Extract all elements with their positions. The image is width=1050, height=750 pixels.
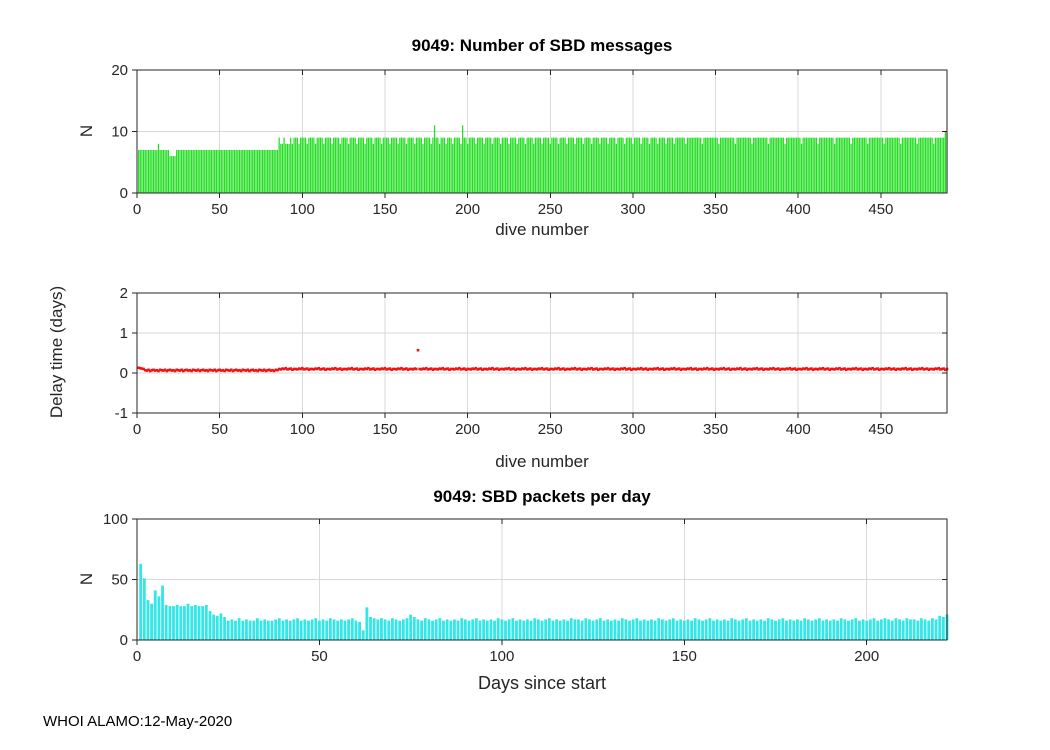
svg-text:300: 300 [620, 421, 645, 438]
svg-text:0: 0 [133, 201, 141, 218]
svg-text:0: 0 [120, 365, 128, 382]
svg-text:2: 2 [120, 285, 128, 302]
sbd-messages-chart-title: 9049: Number of SBD messages [411, 36, 673, 55]
plot-area-2: 0 50 100 150 200 0 50 100 [103, 511, 949, 665]
svg-text:100: 100 [489, 648, 514, 665]
svg-text:150: 150 [372, 201, 397, 218]
svg-text:100: 100 [290, 201, 315, 218]
svg-text:150: 150 [372, 421, 397, 438]
plot-area-0: 0 50 100 150 200 250 300 350 400 450 0 10 20 [111, 62, 948, 218]
svg-text:50: 50 [211, 201, 228, 218]
svg-text:0: 0 [120, 632, 128, 649]
svg-text:200: 200 [854, 648, 879, 665]
sbd-messages-y-axis-label: N [77, 124, 96, 138]
svg-text:10: 10 [111, 124, 128, 141]
svg-text:450: 450 [868, 421, 893, 438]
svg-text:0: 0 [120, 185, 128, 202]
svg-text:450: 450 [868, 201, 893, 218]
delay-time-x-axis-label: dive number [495, 452, 589, 471]
svg-text:400: 400 [786, 201, 811, 218]
svg-text:150: 150 [672, 648, 697, 665]
svg-text:250: 250 [538, 201, 563, 218]
svg-text:200: 200 [455, 421, 480, 438]
svg-text:0: 0 [133, 648, 141, 665]
svg-text:350: 350 [703, 201, 728, 218]
svg-text:100: 100 [290, 421, 315, 438]
sbd-messages-x-axis-label: dive number [495, 220, 589, 239]
sbd-packets-x-axis-label: Days since start [477, 673, 607, 693]
svg-text:300: 300 [620, 201, 645, 218]
svg-text:50: 50 [111, 572, 128, 589]
plot-area-1: 0 50 100 150 200 250 300 350 400 450 -1 0 1 2 [115, 285, 949, 438]
watermark-text: WHOI ALAMO:12-May-2020 [43, 713, 233, 730]
svg-text:100: 100 [103, 511, 128, 528]
svg-text:20: 20 [111, 62, 128, 79]
svg-text:400: 400 [786, 421, 811, 438]
sbd-packets-chart-title: 9049: SBD packets per day [433, 487, 651, 506]
svg-text:0: 0 [133, 421, 141, 438]
svg-text:1: 1 [120, 325, 128, 342]
delay-time-y-axis-label: Delay time (days) [47, 285, 66, 419]
svg-text:-1: -1 [115, 405, 128, 422]
sbd-packets-y-axis-label: N [77, 572, 96, 586]
svg-text:200: 200 [455, 201, 480, 218]
svg-text:250: 250 [538, 421, 563, 438]
svg-text:350: 350 [703, 421, 728, 438]
svg-text:50: 50 [311, 648, 328, 665]
svg-text:50: 50 [211, 421, 228, 438]
